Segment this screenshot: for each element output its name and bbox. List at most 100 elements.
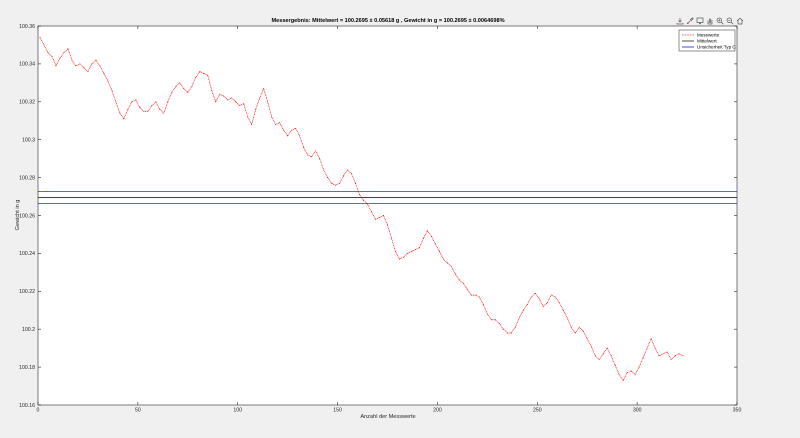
legend-label-messwerte: Messwerte — [697, 33, 720, 38]
axes-toolbar — [676, 17, 744, 26]
messwerte-point — [522, 309, 524, 311]
messwerte-point — [606, 347, 608, 349]
messwerte-point — [582, 330, 584, 332]
messwerte-point — [419, 247, 420, 249]
messwerte-point — [422, 237, 424, 239]
messwerte-point — [95, 59, 97, 61]
messwerte-point — [347, 169, 349, 171]
messwerte-point — [327, 177, 329, 179]
messwerte-point — [450, 266, 452, 268]
y-tick-label: 100.3 — [22, 138, 35, 144]
messwerte-point — [586, 338, 588, 340]
messwerte-point — [51, 55, 53, 57]
messwerte-point — [299, 135, 301, 137]
export-icon[interactable] — [676, 17, 684, 25]
messwerte-point — [243, 103, 245, 105]
x-tick-label: 200 — [433, 408, 442, 414]
datatips-icon[interactable] — [696, 17, 704, 25]
messwerte-point — [139, 107, 141, 108]
messwerte-point — [235, 101, 237, 103]
messwerte-point — [470, 294, 472, 296]
messwerte-point — [371, 211, 372, 213]
messwerte-point — [399, 258, 400, 260]
messwerte-point — [678, 353, 680, 355]
messwerte-point — [183, 88, 185, 89]
x-axis-label: Anzahl der Messwerte — [360, 414, 415, 420]
messwerte-point — [287, 135, 289, 137]
messwerte-point — [291, 129, 293, 131]
messwerte-point — [466, 288, 468, 290]
legend[interactable]: Messwerte Mittelwert Unsicherheit Typ C — [678, 29, 736, 52]
messwerte-point — [506, 332, 508, 334]
messwerte-point — [383, 215, 384, 216]
messwerte-point — [55, 65, 57, 67]
messwerte-point — [83, 67, 85, 69]
x-tick-label: 300 — [633, 408, 642, 414]
messwerte-point — [379, 216, 380, 218]
messwerte-point — [99, 65, 101, 67]
home-icon[interactable] — [736, 17, 744, 25]
messwerte-point — [674, 355, 676, 357]
messwerte-point — [430, 235, 432, 237]
messwerte-point — [147, 110, 149, 112]
messwerte-point — [526, 304, 528, 306]
brush-icon[interactable] — [686, 17, 694, 25]
messwerte-point — [319, 158, 321, 160]
messwerte-point — [151, 105, 153, 107]
messwerte-point — [271, 116, 273, 118]
messwerte-point — [207, 74, 209, 76]
messwerte-point — [203, 72, 205, 74]
messwerte-point — [462, 283, 464, 285]
messwerte-point — [275, 124, 277, 125]
messwerte-point — [75, 65, 77, 67]
y-tick-label: 100.32 — [19, 100, 35, 106]
axes-background — [37, 25, 738, 406]
messwerte-point — [614, 364, 616, 366]
messwerte-point — [438, 251, 440, 252]
messwerte-point — [426, 230, 428, 232]
messwerte-point — [594, 355, 596, 357]
messwerte-point — [558, 302, 560, 304]
messwerte-point — [135, 99, 137, 101]
messwerte-point — [650, 338, 652, 340]
messwerte-point — [263, 88, 265, 89]
messwerte-point — [482, 304, 484, 306]
messwerte-point — [375, 218, 376, 220]
y-tick-label: 100.18 — [19, 365, 35, 371]
messwerte-point — [351, 173, 353, 175]
messwerte-point — [550, 294, 552, 296]
messwerte-point — [359, 194, 360, 196]
messwerte-point — [223, 95, 225, 97]
messwerte-point — [323, 169, 325, 171]
messwerte-point — [391, 237, 392, 239]
pan-icon[interactable] — [706, 17, 714, 25]
messwerte-point — [107, 80, 109, 82]
messwerte-point — [494, 319, 496, 321]
messwerte-point — [367, 203, 368, 205]
legend-box — [678, 29, 736, 52]
messwerte-point — [666, 351, 668, 353]
messwerte-point — [171, 91, 173, 93]
zoom-out-icon[interactable] — [726, 17, 734, 25]
y-tick-label: 100.26 — [19, 213, 35, 219]
messwerte-point — [67, 48, 69, 50]
messwerte-point — [458, 279, 460, 281]
messwerte-point — [566, 317, 568, 319]
messwerte-point — [574, 332, 576, 334]
messwerte-point — [131, 101, 133, 103]
zoom-in-icon[interactable] — [716, 17, 724, 25]
messwerte-point — [542, 306, 544, 307]
messwerte-point — [538, 298, 540, 300]
messwerte-point — [59, 57, 61, 59]
messwerte-point — [670, 359, 672, 360]
messwerte-point — [187, 91, 189, 93]
messwerte-point — [642, 357, 644, 359]
messwerte-point — [259, 97, 261, 99]
messwerte-point — [363, 199, 364, 201]
messwerte-point — [434, 243, 436, 245]
messwerte-line — [39, 37, 684, 382]
data-layer — [38, 36, 737, 382]
y-tick-label: 100.24 — [19, 251, 35, 257]
messwerte-point — [331, 182, 333, 184]
messwerte-point — [530, 296, 532, 298]
